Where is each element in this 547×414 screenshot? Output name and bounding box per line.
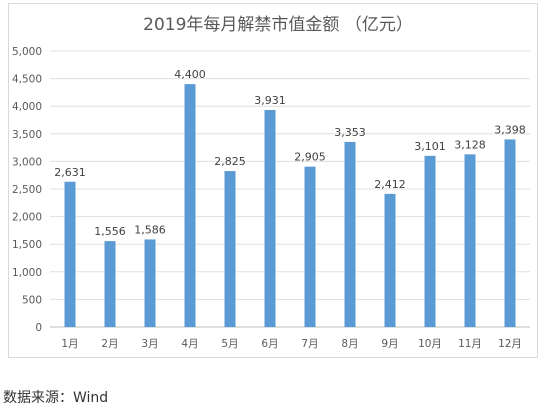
y-tick-label: 1,500 [12,239,42,251]
data-label: 3,398 [494,123,526,136]
x-tick-label: 5月 [221,338,238,350]
x-tick-label: 3月 [141,338,158,350]
data-label: 2,905 [294,151,326,164]
bar [264,110,276,328]
y-tick-label: 3,500 [12,129,42,141]
y-tick-label: 500 [22,294,42,306]
bar-chart: 2019年每月解禁市值金额 （亿元） 0 500 1,000 1,500 2,000 2,… [12,15,530,350]
bar [344,141,356,327]
y-tick-label: 2,000 [12,212,42,224]
x-tick-label: 4月 [181,338,198,350]
y-tick-label: 1,000 [12,267,42,279]
data-label: 4,400 [174,68,206,81]
bar [224,171,236,327]
source-note: 数据来源：Wind [3,390,109,406]
x-tick-label: 12月 [498,338,522,350]
x-tick-label: 2月 [101,338,118,350]
y-axis-ticks: 0 500 1,000 1,500 2,000 2,500 3,000 3,500 4,000 4… [12,46,42,334]
x-tick-label: 8月 [341,338,358,350]
y-tick-label: 3,000 [12,156,42,168]
x-tick-label: 6月 [261,338,278,350]
data-label: 1,586 [134,223,166,236]
x-tick-label: 1月 [61,338,78,350]
chart-title: 2019年每月解禁市值金额 （亿元） [143,15,413,35]
y-tick-label: 2,500 [12,184,42,196]
bar [304,166,316,327]
data-label: 3,101 [414,140,446,153]
bar [424,155,436,327]
bar [184,84,196,328]
x-tick-label: 9月 [381,338,398,350]
data-label: 3,353 [334,126,366,139]
data-label: 3,128 [454,138,486,151]
bars [64,84,516,328]
x-tick-label: 7月 [301,338,318,350]
y-tick-label: 4,000 [12,101,42,113]
data-label: 1,556 [94,225,126,238]
x-tick-label: 10月 [418,338,442,350]
x-axis-ticks: 1月 2月 3月 4月 5月 6月 7月 8月 9月 10月 11月 12月 [61,338,522,350]
data-label: 2,825 [214,155,246,168]
data-label: 3,931 [254,94,286,107]
bar [384,193,396,327]
bar [464,154,476,327]
bar [104,241,116,327]
bar [144,239,156,327]
y-tick-label: 4,500 [12,74,42,86]
x-tick-label: 11月 [458,338,482,350]
gridlines [50,50,530,328]
data-labels: 2,631 1,556 1,586 4,400 2,825 3,931 2,905 3,353… [54,68,526,238]
bar [504,139,516,327]
bar [64,181,76,327]
data-label: 2,412 [374,178,406,191]
data-label: 2,631 [54,166,86,179]
y-tick-label: 5,000 [12,46,42,58]
y-tick-label: 0 [35,322,42,334]
